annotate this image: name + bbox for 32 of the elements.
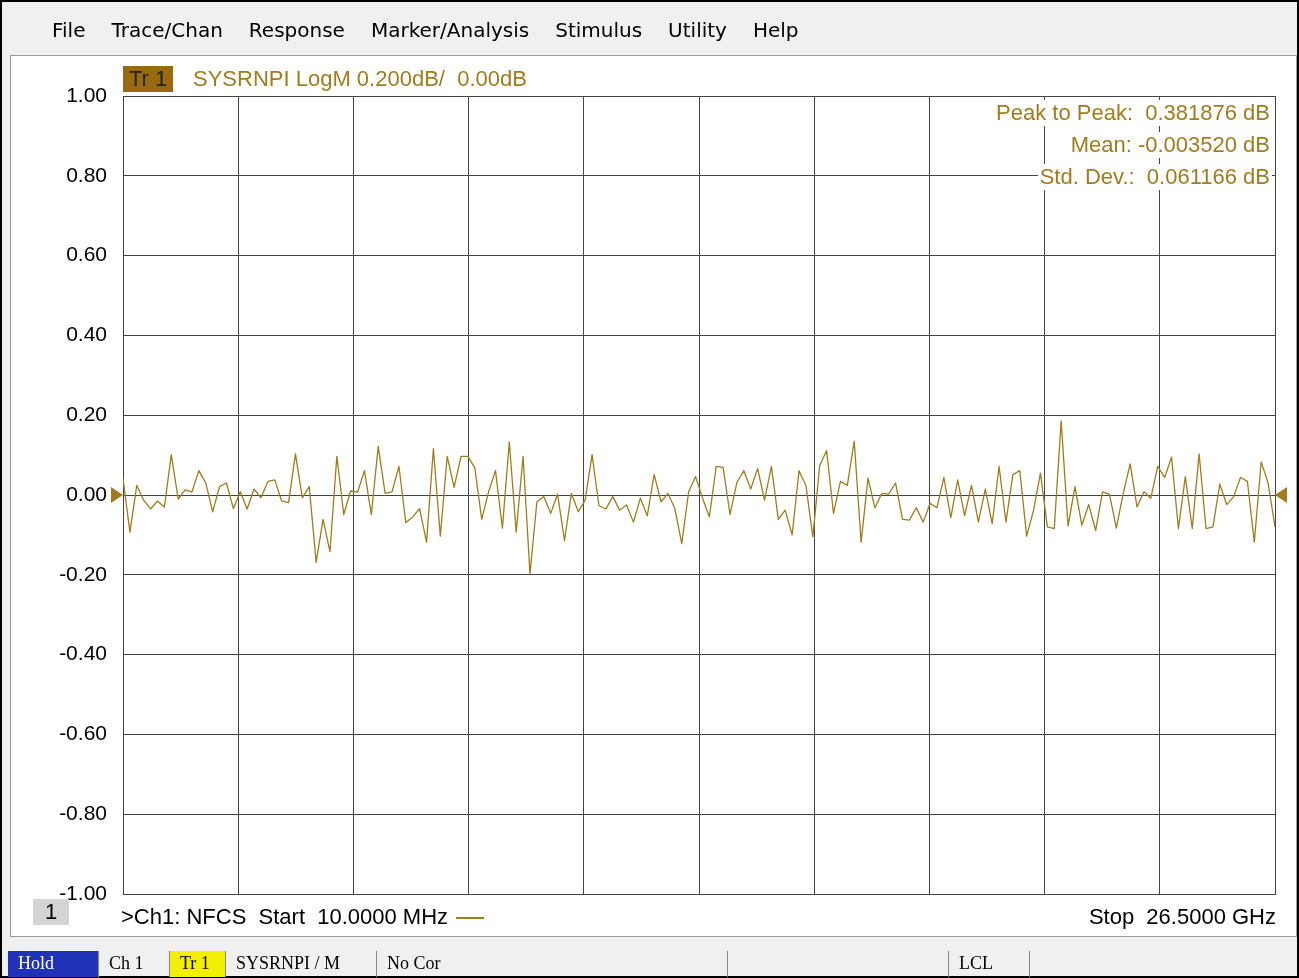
- y-tick-label: -0.60: [59, 721, 107, 745]
- text: Tr 1: [170, 951, 226, 977]
- annotation: Mean: -0.003520 dB: [1068, 132, 1272, 158]
- text: Marker/Analysis: [370, 18, 530, 42]
- y-tick-label: 0.80: [66, 162, 107, 186]
- annotation: Peak to Peak: 0.381876 dB: [994, 100, 1272, 126]
- y-tick-label: -0.80: [59, 801, 107, 824]
- y-tick-label: -0.40: [59, 641, 107, 665]
- text: Ch 1: [99, 951, 170, 977]
- text: LCL: [948, 951, 1030, 977]
- text: Stop 26.5000 GHz: [1088, 904, 1276, 930]
- y-tick-label: -0.20: [59, 561, 107, 585]
- text: Trace/Chan: [111, 18, 223, 42]
- text: 1: [45, 899, 58, 924]
- text: SYSRNPI / M: [226, 951, 377, 977]
- y-tick-label: 0.40: [66, 322, 107, 346]
- text: No Cor: [377, 951, 728, 977]
- text: Help: [752, 18, 799, 42]
- text: >Ch1: NFCS Start 10.0000 MHz: [121, 904, 449, 930]
- annotation: Std. Dev.: 0.061166 dB: [1037, 164, 1272, 190]
- text: Hold: [8, 951, 99, 977]
- text: File: [52, 18, 86, 42]
- y-tick-label: -1.00: [59, 880, 107, 904]
- text: Response: [248, 18, 345, 42]
- text: Stimulus: [555, 18, 643, 42]
- text: Utility: [668, 18, 727, 42]
- y-tick-label: 1.00: [66, 82, 107, 106]
- y-tick-label: 0.60: [66, 242, 107, 266]
- y-tick-label: 0.20: [66, 402, 107, 425]
- text: Tr 1: [123, 66, 174, 92]
- chart-title: SYSRNPI LogM 0.200dB/ 0.00dB: [193, 66, 527, 92]
- y-tick-label: 0.00: [66, 481, 107, 505]
